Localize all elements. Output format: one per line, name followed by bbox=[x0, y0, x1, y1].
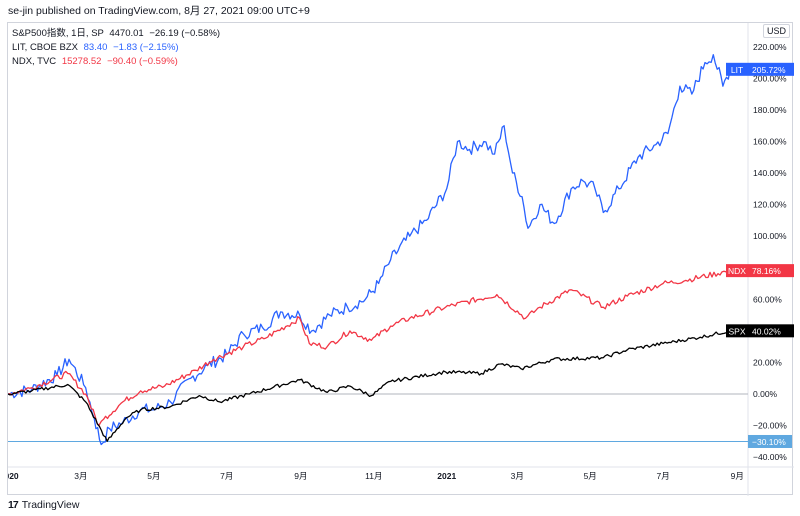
y-tick-label: 220.00% bbox=[753, 42, 787, 52]
legend: S&P500指数, 1日, SP 4470.01 −26.19 (−0.58%)… bbox=[12, 27, 220, 69]
y-tick-label: 140.00% bbox=[753, 168, 787, 178]
legend-name: S&P500指数, 1日, SP bbox=[12, 28, 104, 39]
footer: 17 TradingView bbox=[0, 495, 800, 516]
series-line-spx[interactable] bbox=[8, 331, 730, 442]
legend-row-lit[interactable]: LIT, CBOE BZX 83.40 −1.83 (−2.15%) bbox=[12, 41, 220, 55]
legend-change: −1.83 (−2.15%) bbox=[113, 42, 179, 53]
chart-canvas[interactable]: 220.00%200.00%180.00%160.00%140.00%120.0… bbox=[8, 23, 794, 496]
y-tick-label: 0.00% bbox=[753, 389, 778, 399]
tradingview-logo[interactable]: 17 TradingView bbox=[8, 495, 79, 516]
x-tick-label: 2021 bbox=[437, 471, 456, 481]
legend-row-ndx[interactable]: NDX, TVC 15278.52 −90.40 (−0.59%) bbox=[12, 55, 220, 69]
legend-change: −26.19 (−0.58%) bbox=[149, 28, 220, 39]
legend-name: NDX, TVC bbox=[12, 56, 56, 67]
legend-value: 83.40 bbox=[84, 42, 108, 53]
x-tick-label: 7月 bbox=[657, 471, 670, 481]
y-tick-label: −40.00% bbox=[753, 452, 787, 462]
tradingview-logo-text: TradingView bbox=[22, 499, 80, 511]
currency-button[interactable]: USD bbox=[763, 24, 790, 38]
publisher-caption-text: se-jin published on TradingView.com, 8月 … bbox=[8, 5, 310, 17]
legend-change: −90.40 (−0.59%) bbox=[107, 56, 178, 67]
series-last-value-text: 40.02% bbox=[752, 326, 781, 336]
tradingview-logo-icon: 17 bbox=[8, 495, 18, 516]
y-tick-label: 180.00% bbox=[753, 105, 787, 115]
chart-pane[interactable]: 220.00% 200.00% 180.00% 160.00% 140.00% 120.0… bbox=[7, 22, 793, 495]
y-tick-label: 60.00% bbox=[753, 294, 782, 304]
series-name-tag-text: SPX bbox=[728, 326, 745, 336]
series-name-tag-text: LIT bbox=[731, 65, 743, 75]
y-tick-label: 120.00% bbox=[753, 200, 787, 210]
series-name-tag-text: NDX bbox=[728, 266, 746, 276]
legend-row-spx[interactable]: S&P500指数, 1日, SP 4470.01 −26.19 (−0.58%) bbox=[12, 27, 220, 41]
series-last-value-text: 78.16% bbox=[752, 266, 781, 276]
x-tick-label: 9月 bbox=[731, 471, 744, 481]
x-tick-label: 11月 bbox=[365, 471, 382, 481]
publisher-caption: se-jin published on TradingView.com, 8月 … bbox=[0, 0, 800, 22]
series-last-value-text: 205.72% bbox=[752, 65, 786, 75]
y-tick-label: 100.00% bbox=[753, 231, 787, 241]
legend-value: 15278.52 bbox=[62, 56, 102, 67]
x-tick-label: 7月 bbox=[220, 471, 233, 481]
x-tick-label: 9月 bbox=[294, 471, 307, 481]
legend-name: LIT, CBOE BZX bbox=[12, 42, 78, 53]
x-tick-label: 3月 bbox=[511, 471, 524, 481]
x-tick-label: 3月 bbox=[74, 471, 87, 481]
y-tick-label: 20.00% bbox=[753, 357, 782, 367]
horizontal-line-tag-text: −30.10% bbox=[752, 437, 786, 447]
y-tick-label: 160.00% bbox=[753, 136, 787, 146]
legend-value: 4470.01 bbox=[109, 28, 143, 39]
series-line-lit[interactable] bbox=[8, 55, 730, 445]
x-tick-label: 5月 bbox=[147, 471, 160, 481]
x-tick-label: 2020 bbox=[8, 471, 19, 481]
y-tick-label: −20.00% bbox=[753, 421, 787, 431]
x-tick-label: 5月 bbox=[584, 471, 597, 481]
